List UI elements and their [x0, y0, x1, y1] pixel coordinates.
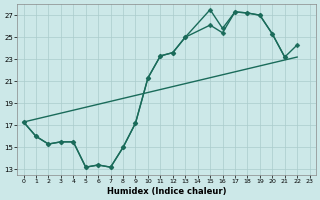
X-axis label: Humidex (Indice chaleur): Humidex (Indice chaleur) — [107, 187, 226, 196]
